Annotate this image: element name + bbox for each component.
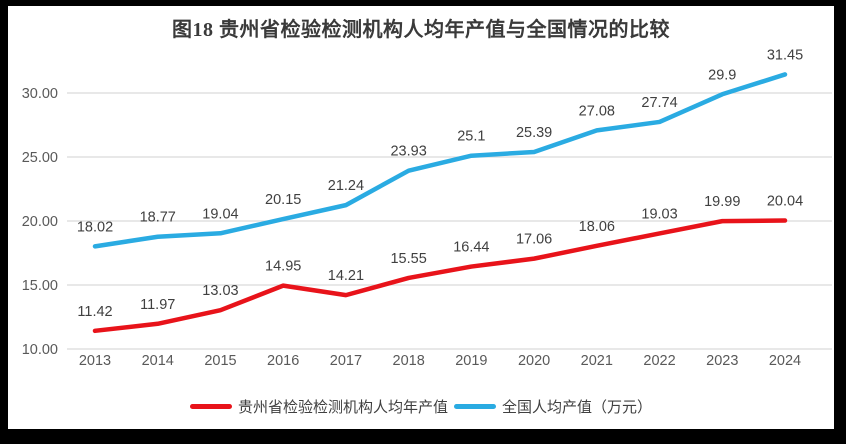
svg-text:2015: 2015 bbox=[204, 353, 236, 369]
svg-text:18.02: 18.02 bbox=[77, 219, 113, 235]
svg-text:18.06: 18.06 bbox=[579, 219, 615, 235]
svg-text:19.04: 19.04 bbox=[202, 206, 238, 222]
svg-text:20.15: 20.15 bbox=[265, 192, 301, 208]
svg-text:2013: 2013 bbox=[79, 353, 111, 369]
svg-text:10.00: 10.00 bbox=[22, 342, 58, 358]
svg-text:20.00: 20.00 bbox=[22, 214, 58, 230]
guizhou-series-swatch bbox=[189, 404, 232, 409]
svg-text:15.00: 15.00 bbox=[22, 278, 58, 294]
svg-text:2022: 2022 bbox=[643, 353, 675, 369]
legend: 贵州省检验检测机构人均年产值 全国人均产值（万元） bbox=[8, 396, 834, 417]
svg-text:25.1: 25.1 bbox=[457, 129, 485, 145]
svg-text:27.08: 27.08 bbox=[579, 103, 615, 119]
svg-text:30.00: 30.00 bbox=[22, 86, 58, 102]
svg-text:18.77: 18.77 bbox=[140, 210, 176, 226]
svg-text:25.00: 25.00 bbox=[22, 150, 58, 166]
svg-text:17.06: 17.06 bbox=[516, 232, 552, 248]
svg-text:2023: 2023 bbox=[706, 353, 738, 369]
svg-text:2021: 2021 bbox=[581, 353, 613, 369]
svg-text:2020: 2020 bbox=[518, 353, 550, 369]
svg-text:15.55: 15.55 bbox=[390, 251, 426, 267]
svg-text:19.99: 19.99 bbox=[704, 194, 740, 210]
svg-text:31.45: 31.45 bbox=[767, 47, 803, 63]
svg-text:29.9: 29.9 bbox=[708, 67, 736, 83]
svg-text:11.42: 11.42 bbox=[77, 304, 112, 320]
svg-text:21.24: 21.24 bbox=[328, 178, 364, 194]
svg-text:16.44: 16.44 bbox=[453, 240, 489, 256]
svg-text:25.39: 25.39 bbox=[516, 125, 552, 141]
svg-text:2018: 2018 bbox=[393, 353, 425, 369]
guizhou-series-label: 贵州省检验检测机构人均年产值 bbox=[237, 399, 448, 416]
chart-title: 图18 贵州省检验检测机构人均年产值与全国情况的比较 bbox=[172, 19, 670, 41]
svg-text:2024: 2024 bbox=[769, 353, 801, 369]
national-series-swatch bbox=[454, 404, 496, 409]
svg-text:23.93: 23.93 bbox=[390, 144, 426, 160]
national-series-label: 全国人均产值（万元） bbox=[502, 399, 653, 416]
svg-text:2016: 2016 bbox=[267, 353, 299, 369]
legend-item-guizhou: 贵州省检验检测机构人均年产值 bbox=[189, 396, 448, 417]
svg-text:2014: 2014 bbox=[142, 353, 174, 369]
svg-text:13.03: 13.03 bbox=[202, 283, 238, 299]
svg-text:19.03: 19.03 bbox=[641, 206, 677, 222]
svg-text:14.95: 14.95 bbox=[265, 259, 301, 275]
svg-text:2019: 2019 bbox=[455, 353, 487, 369]
chart-frame: 图18 贵州省检验检测机构人均年产值与全国情况的比较 10.00 15.00 20.… bbox=[8, 6, 834, 429]
legend-item-national: 全国人均产值（万元） bbox=[454, 396, 652, 417]
svg-text:11.97: 11.97 bbox=[140, 297, 175, 313]
line-chart: 10.00 15.00 20.00 25.00 30.00 2013 2014 2015 201… bbox=[22, 47, 832, 369]
svg-text:14.21: 14.21 bbox=[328, 268, 364, 284]
svg-text:2017: 2017 bbox=[330, 353, 362, 369]
svg-text:27.74: 27.74 bbox=[641, 95, 677, 111]
svg-text:20.04: 20.04 bbox=[767, 193, 803, 209]
